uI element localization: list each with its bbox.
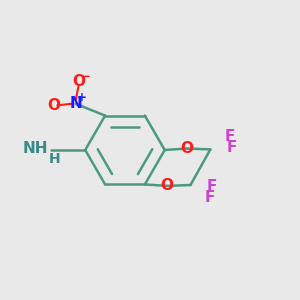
Text: F: F [204, 190, 215, 206]
Text: −: − [81, 70, 91, 83]
Text: +: + [77, 91, 87, 104]
Text: F: F [206, 179, 217, 194]
Text: F: F [224, 129, 235, 144]
Text: H: H [49, 152, 61, 166]
Text: N: N [69, 96, 82, 111]
Text: O: O [72, 74, 85, 89]
Text: O: O [180, 141, 193, 156]
Text: O: O [47, 98, 60, 113]
Text: F: F [226, 140, 237, 155]
Text: O: O [160, 178, 173, 194]
Text: NH: NH [22, 141, 48, 156]
